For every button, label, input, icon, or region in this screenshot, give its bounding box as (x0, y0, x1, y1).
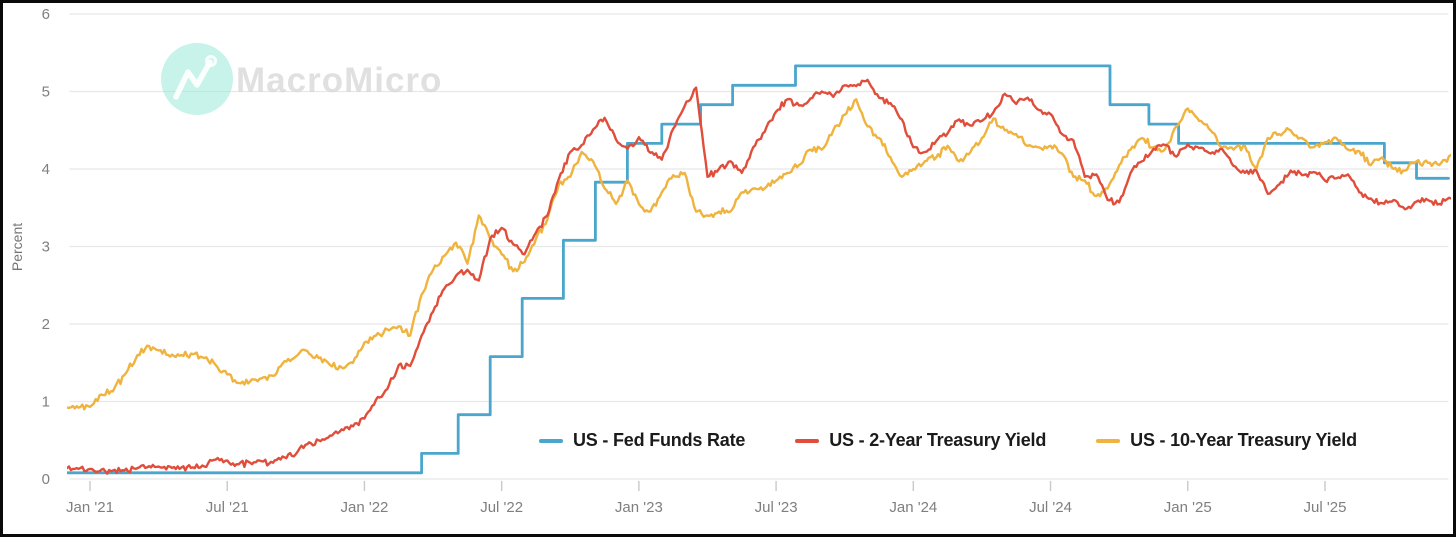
watermark: MacroMicro (161, 43, 442, 115)
y-tick-label: 4 (42, 161, 50, 178)
x-tick-label: Jul '21 (206, 499, 249, 516)
legend-dash-yellow-icon (1096, 438, 1121, 443)
legend-item-2-year-treasury-yield[interactable]: US - 2-Year Treasury Yield (795, 430, 1046, 451)
x-tick-label: Jul '23 (755, 499, 798, 516)
legend-item-10-year-treasury-yield[interactable]: US - 10-Year Treasury Yield (1096, 430, 1357, 451)
logo-zigzag-icon (173, 59, 213, 100)
x-tick-label: Jan '24 (889, 499, 937, 516)
y-tick-label: 5 (42, 84, 50, 101)
legend-item-fed-funds-rate[interactable]: US - Fed Funds Rate (539, 430, 745, 451)
logo-dot-icon (205, 55, 217, 67)
legend-dash-blue-icon (539, 438, 563, 443)
gridlines (69, 13, 1449, 480)
y-tick-label: 2 (42, 316, 50, 333)
x-tick-label: Jan '25 (1164, 499, 1212, 516)
x-tick-label: Jan '21 (66, 499, 114, 516)
x-tick-label: Jul '24 (1029, 499, 1072, 516)
series-path-1 (67, 98, 1451, 411)
chart-legend: US - Fed Funds Rate US - 2-Year Treasury… (539, 430, 1357, 451)
x-axis: Jan '21 Jul '21 Jan '22 Jul '22 Jan '23 Jul '… (66, 481, 1346, 516)
legend-dash-red-icon (795, 438, 820, 443)
y-tick-label: 1 (42, 394, 50, 411)
x-tick-label: Jul '22 (480, 499, 523, 516)
y-tick-label: 6 (42, 6, 50, 23)
x-tick-label: Jan '23 (615, 499, 663, 516)
watermark-brand-text: MacroMicro (236, 61, 442, 100)
macromicro-logo-icon (161, 43, 233, 115)
legend-label-2-year-treasury-yield: US - 2-Year Treasury Yield (829, 430, 1047, 450)
y-axis-title: Percent (9, 223, 25, 271)
series-path-2 (67, 78, 1451, 475)
legend-label-fed-funds-rate: US - Fed Funds Rate (573, 430, 746, 450)
series-path-0 (67, 64, 1450, 475)
y-tick-label: 0 (42, 471, 50, 488)
x-tick-label: Jul '25 (1304, 499, 1347, 516)
y-tick-label: 3 (42, 239, 50, 256)
x-tick-label: Jan '22 (340, 499, 388, 516)
y-axis: 0 1 2 3 4 5 6 (42, 6, 50, 488)
legend-label-10-year-treasury-yield: US - 10-Year Treasury Yield (1130, 430, 1357, 450)
series-paths (67, 64, 1451, 475)
